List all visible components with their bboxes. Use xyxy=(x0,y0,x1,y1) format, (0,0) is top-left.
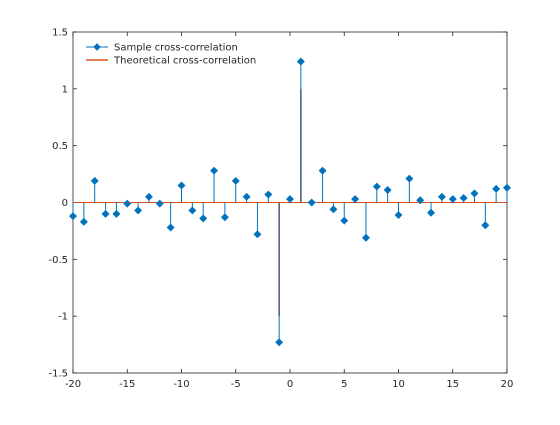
data-point-marker xyxy=(503,183,511,192)
y-tick-label: 1 xyxy=(62,84,68,95)
legend-label: Sample cross-correlation xyxy=(114,43,238,54)
data-point-marker xyxy=(134,206,143,215)
x-tick-label: -5 xyxy=(231,379,241,390)
data-point-marker xyxy=(470,189,479,198)
data-point-marker xyxy=(427,208,436,217)
data-point-marker xyxy=(264,190,273,199)
data-point-marker xyxy=(210,166,219,175)
data-point-marker xyxy=(144,192,153,201)
data-point-marker xyxy=(361,233,370,242)
data-point-marker xyxy=(372,182,381,191)
x-tick-label: 0 xyxy=(287,379,293,390)
data-point-marker xyxy=(220,213,229,222)
data-point-marker xyxy=(437,192,446,201)
data-point-marker xyxy=(155,199,164,208)
data-point-marker xyxy=(481,221,490,230)
x-tick-label: 20 xyxy=(501,379,514,390)
series xyxy=(69,57,511,347)
data-point-marker xyxy=(394,211,403,219)
data-point-marker xyxy=(307,198,316,207)
data-point-marker xyxy=(231,176,240,185)
x-tick-label: -10 xyxy=(173,379,189,390)
data-point-marker xyxy=(253,230,262,239)
data-point-marker xyxy=(340,216,349,225)
data-point-marker xyxy=(405,174,414,183)
data-point-marker xyxy=(416,196,425,205)
legend: Sample cross-correlation Theoretical cros… xyxy=(86,43,256,67)
data-point-marker xyxy=(123,199,132,208)
ticks: -20 -15 -10 -5 0 5 10 15 20 -1.5 -1 -0.5 0 0.5 1 1.5 xyxy=(48,28,513,391)
x-tick-label: -15 xyxy=(119,379,135,390)
x-tick-label: 10 xyxy=(392,379,405,390)
data-point-marker xyxy=(492,184,501,193)
data-point-marker xyxy=(351,195,360,204)
data-point-marker xyxy=(286,195,294,204)
data-point-marker xyxy=(69,212,77,221)
data-point-marker xyxy=(329,205,338,214)
y-tick-label: -0.5 xyxy=(48,255,68,266)
data-point-marker xyxy=(242,192,251,201)
legend-swatch-marker xyxy=(93,43,101,51)
data-point-marker xyxy=(177,181,186,190)
data-point-marker xyxy=(383,186,392,194)
y-tick-label: 0 xyxy=(62,198,68,209)
data-point-marker xyxy=(448,195,457,204)
data-point-marker xyxy=(90,176,99,185)
x-tick-label: 5 xyxy=(341,379,347,390)
legend-label: Theoretical cross-correlation xyxy=(113,56,256,67)
y-tick-label: 1.5 xyxy=(52,28,68,39)
x-tick-label: 15 xyxy=(446,379,459,390)
y-tick-label: -1 xyxy=(58,312,68,323)
data-point-marker xyxy=(459,193,468,202)
y-tick-label: 0.5 xyxy=(52,141,68,152)
data-point-marker xyxy=(318,166,327,175)
x-tick-label: -20 xyxy=(65,379,81,390)
data-point-marker xyxy=(188,206,197,215)
data-point-marker xyxy=(79,217,88,226)
data-point-marker xyxy=(275,338,284,347)
data-point-marker xyxy=(112,209,121,218)
y-tick-label: -1.5 xyxy=(48,369,68,380)
data-point-marker xyxy=(199,214,208,223)
data-point-marker xyxy=(296,57,305,66)
data-point-marker xyxy=(166,223,175,232)
data-point-marker xyxy=(101,209,110,218)
